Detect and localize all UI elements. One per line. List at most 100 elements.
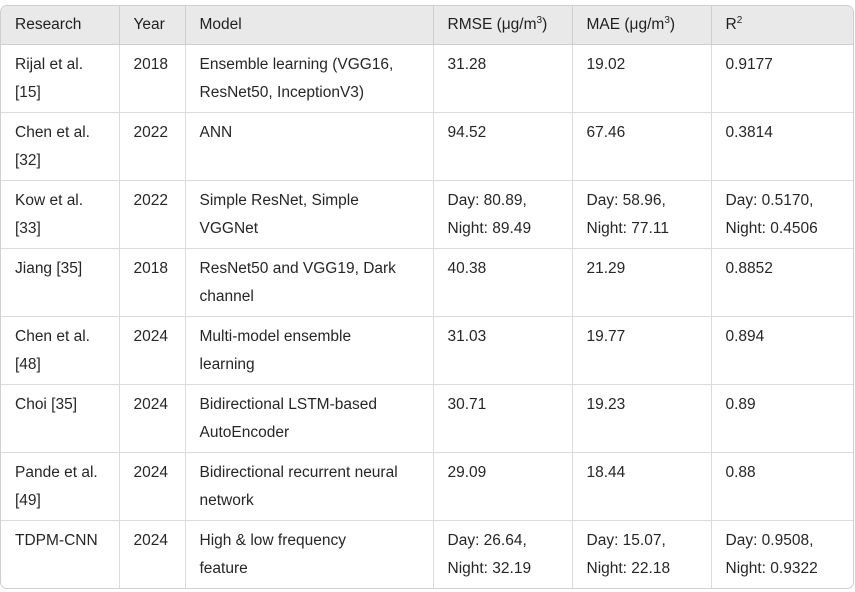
cell-research-line: Jiang [35] (15, 259, 83, 277)
cell-rmse-line: 30.71 (447, 395, 487, 413)
header-research-label: Research (15, 15, 82, 33)
cell-research: Pande et al. [49] (1, 452, 120, 521)
cell-r2: 0.3814 (711, 112, 853, 181)
cell-mae: 19.23 (572, 384, 712, 453)
cell-rmse: 94.52 (433, 112, 573, 181)
table-header: Research Year Model RMSE (μg/m 3) MAE (μg… (1, 6, 853, 45)
cell-year-text: 2024 (133, 327, 168, 345)
cell-rmse-line: Night: 89.49 (447, 219, 532, 237)
cell-r2-line: 0.894 (725, 327, 765, 345)
cell-year: 2018 (119, 44, 186, 113)
cell-r2-line: 0.88 (725, 463, 756, 481)
cell-model-line: Bidirectional recurrent neural (199, 463, 398, 481)
header-research: Research (1, 6, 120, 45)
header-year: Year (119, 6, 186, 45)
cell-model-line: Bidirectional LSTM-based (199, 395, 377, 413)
cell-research-line: Chen et al. (15, 327, 90, 345)
cell-model-line: Ensemble learning (VGG16, (199, 55, 394, 73)
table-row: Chen et al. [48] 2024 Multi-model ensemble l… (1, 316, 853, 385)
cell-mae: 67.46 (572, 112, 712, 181)
cell-research-line: [49] (15, 491, 41, 509)
cell-research-line: Chen et al. (15, 123, 90, 141)
header-rmse-label: RMSE (μg/m (447, 15, 537, 33)
cell-year: 2024 (119, 316, 186, 385)
table-body: Rijal et al. [15] 2018 Ensemble learning (V… (1, 44, 853, 588)
header-r2-superscript: 2 (736, 14, 743, 26)
cell-mae: 21.29 (572, 248, 712, 317)
cell-year-text: 2024 (133, 395, 168, 413)
cell-year-text: 2024 (133, 463, 168, 481)
cell-rmse-line: Day: 80.89, (447, 191, 527, 209)
cell-r2-line: 0.89 (725, 395, 756, 413)
cell-r2: 0.89 (711, 384, 853, 453)
cell-mae-line: Day: 58.96, (586, 191, 666, 209)
cell-year: 2024 (119, 520, 186, 588)
cell-model-line: network (199, 491, 254, 509)
cell-year-text: 2018 (133, 259, 168, 277)
header-model-label: Model (199, 15, 242, 33)
cell-year-text: 2022 (133, 123, 168, 141)
cell-r2-line: Day: 0.5170, (725, 191, 814, 209)
cell-r2: Day: 0.9508, Night: 0.9322 (711, 520, 853, 588)
header-row: Research Year Model RMSE (μg/m 3) MAE (μg… (1, 6, 853, 45)
header-mae: MAE (μg/m3) (572, 6, 712, 45)
comparison-table: Research Year Model RMSE (μg/m 3) MAE (μg… (1, 6, 853, 588)
cell-rmse: 30.71 (433, 384, 573, 453)
cell-year-text: 2024 (133, 531, 168, 549)
cell-rmse-line: 40.38 (447, 259, 487, 277)
cell-rmse: 40.38 (433, 248, 573, 317)
cell-research-line: Rijal et al. (15, 55, 84, 73)
cell-year: 2022 (119, 112, 186, 181)
cell-model-line: learning (199, 355, 255, 373)
cell-mae-line: 18.44 (586, 463, 626, 481)
cell-mae: 19.02 (572, 44, 712, 113)
cell-r2: 0.9177 (711, 44, 853, 113)
cell-research-line: [48] (15, 355, 41, 373)
cell-mae-line: Night: 77.11 (586, 219, 669, 237)
cell-research-line: Kow et al. (15, 191, 84, 209)
cell-research-line: Pande et al. (15, 463, 98, 481)
cell-mae-line: Night: 22.18 (586, 559, 671, 577)
table-row: Choi [35] 2024 Bidirectional LSTM-based Aut… (1, 384, 853, 453)
cell-year-text: 2022 (133, 191, 168, 209)
cell-rmse: 31.03 (433, 316, 573, 385)
cell-model: High & low frequency feature (185, 520, 434, 588)
cell-research-line: [15] (15, 83, 41, 101)
table-row: Rijal et al. [15] 2018 Ensemble learning (V… (1, 44, 853, 113)
cell-mae-line: 67.46 (586, 123, 626, 141)
cell-model-line: ANN (199, 123, 233, 141)
cell-rmse: Day: 80.89, Night: 89.49 (433, 180, 573, 249)
cell-research-line: [33] (15, 219, 41, 237)
cell-model-line: feature (199, 559, 248, 577)
cell-model-line: Multi-model ensemble (199, 327, 352, 345)
cell-rmse-line: 94.52 (447, 123, 487, 141)
cell-model: Multi-model ensemble learning (185, 316, 434, 385)
cell-research: Rijal et al. [15] (1, 44, 120, 113)
cell-year: 2024 (119, 384, 186, 453)
cell-rmse: 29.09 (433, 452, 573, 521)
cell-research: Kow et al. [33] (1, 180, 120, 249)
cell-research-line: Choi [35] (15, 395, 78, 413)
cell-model-line: Simple ResNet, Simple (199, 191, 359, 209)
cell-rmse-line: 31.28 (447, 55, 487, 73)
cell-model: Simple ResNet, Simple VGGNet (185, 180, 434, 249)
header-year-label: Year (133, 15, 165, 33)
cell-model: Bidirectional LSTM-based AutoEncoder (185, 384, 434, 453)
table-row: Kow et al. [33] 2022 Simple ResNet, Simple V… (1, 180, 853, 249)
cell-research: Chen et al. [32] (1, 112, 120, 181)
cell-year: 2018 (119, 248, 186, 317)
cell-mae-line: 19.23 (586, 395, 626, 413)
cell-model: Bidirectional recurrent neural network (185, 452, 434, 521)
cell-r2-line: 0.8852 (725, 259, 773, 277)
cell-model-line: High & low frequency (199, 531, 346, 549)
cell-model-line: AutoEncoder (199, 423, 290, 441)
cell-model-line: ResNet50, InceptionV3) (199, 83, 365, 101)
header-rmse-close: ) (542, 15, 548, 33)
cell-mae: 18.44 (572, 452, 712, 521)
cell-research: TDPM-CNN (1, 520, 120, 588)
header-mae-close: ) (669, 15, 676, 33)
header-mae-superscript: 3 (664, 14, 670, 26)
cell-r2-line: Night: 0.4506 (725, 219, 818, 237)
cell-rmse-line: Night: 32.19 (447, 559, 532, 577)
cell-research: Chen et al. [48] (1, 316, 120, 385)
